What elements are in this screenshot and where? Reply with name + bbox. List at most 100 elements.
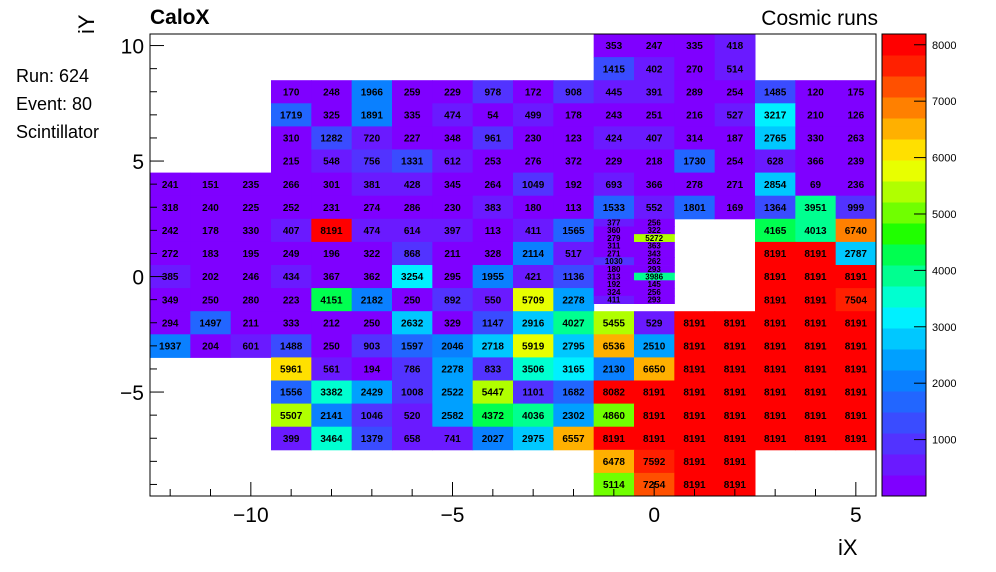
heatmap-cell	[714, 472, 756, 497]
heatmap-cell	[795, 380, 837, 405]
cell-value-label: 335	[686, 41, 703, 52]
heatmap-cell	[472, 80, 514, 104]
heatmap-cell	[835, 403, 877, 428]
heatmap-cell	[190, 288, 232, 312]
heatmap-cell	[835, 288, 877, 312]
cell-value-label: 658	[404, 434, 421, 445]
heatmap-cell	[271, 403, 312, 428]
heatmap-cell	[472, 126, 514, 150]
heatmap-cell	[513, 218, 554, 243]
cell-value-label: 1955	[482, 272, 505, 283]
cell-value-label: 424	[605, 134, 622, 145]
heatmap-cell	[634, 126, 675, 150]
heatmap-cell	[714, 426, 756, 451]
cell-value-label: 397	[444, 226, 461, 237]
heatmap-cell	[835, 357, 877, 381]
cell-value-label: 8191	[683, 365, 706, 376]
cell-value-label: 8191	[603, 434, 626, 445]
heatmap-cell	[513, 172, 554, 197]
cell-value-label: 264	[484, 180, 501, 191]
cell-value-label: 8191	[845, 434, 868, 445]
cell-value-label: 178	[565, 110, 582, 121]
heatmap-cell	[593, 311, 635, 335]
cell-value-label: 8191	[804, 341, 827, 352]
heatmap-cell	[755, 126, 796, 150]
heatmap-cell	[593, 357, 635, 381]
colorbar-segment	[882, 265, 926, 287]
heatmap-cell	[674, 449, 716, 474]
heatmap-cell	[714, 449, 756, 474]
heatmap-cell	[513, 241, 554, 266]
colorbar-tick-label: 6000	[932, 153, 956, 165]
heatmap-cell	[311, 103, 353, 127]
cell-value-label: 367	[323, 272, 340, 283]
heatmap-cell	[432, 80, 474, 104]
heatmap-cell	[674, 80, 716, 104]
cell-value-label: 402	[646, 64, 663, 75]
colorbar-segment	[882, 139, 926, 161]
heatmap-cell	[634, 226, 675, 235]
heatmap-cell	[634, 280, 675, 289]
heatmap-cell	[795, 334, 837, 358]
cell-value-label: 183	[202, 249, 219, 260]
cell-value-label: 280	[242, 295, 259, 306]
heatmap-cell	[230, 172, 272, 197]
cell-value-label: 246	[242, 272, 259, 283]
heatmap-cell	[513, 403, 554, 428]
cell-value-label: 294	[162, 318, 179, 329]
cell-value-label: 1147	[482, 318, 504, 329]
y-tick-label: 0	[132, 267, 144, 290]
heatmap-cell	[835, 195, 877, 220]
cell-value-label: 250	[363, 318, 380, 329]
heatmap-cell	[755, 265, 796, 289]
cell-value-label: 343	[647, 249, 661, 258]
colorbar: 1000 2000 3000 4000 5000 6000 7000 8000	[881, 33, 956, 497]
y-axis: −5 0 5 10	[120, 36, 164, 485]
cell-value-label: 377	[607, 219, 621, 228]
heatmap-cell	[634, 149, 675, 174]
cell-value-label: 230	[444, 203, 461, 214]
heatmap-cell	[513, 311, 554, 335]
event-label: Event: 80	[16, 94, 93, 114]
colorbar-segment	[882, 328, 926, 350]
colorbar-segment	[882, 475, 926, 497]
heatmap-cell	[593, 295, 635, 304]
heatmap-cell	[634, 103, 675, 127]
heatmap-cell	[190, 172, 232, 197]
cell-value-label: 360	[607, 226, 621, 235]
colorbar-tick-label: 2000	[932, 378, 956, 390]
cell-value-label: 1282	[320, 134, 343, 145]
heatmap-cell	[392, 103, 433, 127]
cell-value-label: 278	[686, 180, 703, 191]
heatmap-cell	[755, 380, 796, 405]
cell-value-label: 286	[404, 203, 421, 214]
x-axis: −10 −5 0 5	[169, 482, 862, 527]
cell-value-label: 227	[404, 134, 421, 145]
heatmap-cell	[593, 403, 635, 428]
cell-value-label: 349	[162, 295, 179, 306]
detector-label: Scintillator	[16, 122, 100, 142]
heatmap-cell	[351, 80, 393, 104]
heatmap-cell	[271, 241, 312, 266]
cell-value-label: 366	[646, 180, 663, 191]
heatmap-cell	[472, 103, 514, 127]
cell-value-label: 7592	[643, 457, 666, 468]
cell-value-label: 363	[647, 242, 661, 251]
cell-value-label: 474	[444, 110, 461, 121]
cell-value-label: 1379	[361, 434, 384, 445]
heatmap-cell	[271, 311, 312, 335]
cell-value-label: 8191	[724, 457, 747, 468]
cell-value-label: 4013	[804, 226, 827, 237]
cell-value-label: 210	[807, 110, 824, 121]
heatmap-cell	[593, 257, 635, 266]
cell-value-label: 2141	[320, 411, 343, 422]
cell-value-label: 1030	[605, 257, 623, 266]
cell-value-label: 1565	[562, 226, 585, 237]
heatmap-cell	[634, 357, 675, 381]
x-tick-label: −10	[233, 504, 269, 527]
heatmap-cell	[714, 403, 756, 428]
cell-value-label: 324	[607, 288, 621, 297]
heatmap-cell	[472, 195, 514, 220]
heatmap-cell	[593, 241, 635, 251]
heatmap-cell	[392, 357, 433, 381]
